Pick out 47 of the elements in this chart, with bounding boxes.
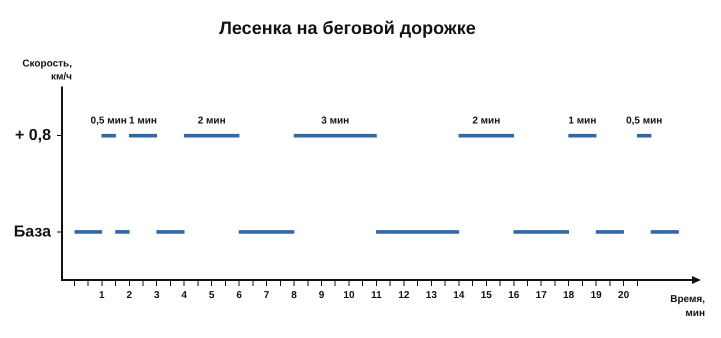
annotation: 3 мин [321, 115, 350, 126]
annotation: 1 мин [568, 115, 596, 126]
bar [376, 230, 460, 234]
x-tick-label: 14 [453, 290, 465, 301]
bar [184, 134, 240, 138]
x-tick-label: 8 [291, 290, 298, 301]
x-tick-label: 16 [508, 290, 520, 301]
bar [128, 134, 158, 138]
bar [156, 230, 185, 234]
bar [238, 230, 294, 234]
x-tick-label: 2 [126, 290, 132, 301]
annotation: 2 мин [198, 115, 226, 126]
x-tick-label: 20 [618, 290, 630, 301]
annotation: 0,5 мин [626, 115, 662, 126]
x-tick-label: 4 [181, 290, 188, 301]
x-tick-label: 13 [426, 290, 438, 301]
bar [101, 134, 116, 138]
x-tick-label: 15 [480, 290, 492, 301]
x-tick-label: 6 [236, 290, 242, 301]
x-tick-label: 10 [343, 290, 355, 301]
bar [650, 230, 679, 234]
chart-title: Лесенка на беговой дорожке [219, 18, 476, 38]
bar [115, 230, 130, 234]
bar [513, 230, 570, 234]
annotation: 0,5 мин [90, 115, 127, 126]
bar [458, 134, 514, 138]
x-tick-label: 18 [563, 290, 575, 301]
bar [74, 230, 102, 234]
x-axis-title: Время, мин [670, 294, 706, 319]
x-tick-label: 19 [590, 290, 602, 301]
annotation: 1 мин [129, 115, 157, 126]
x-tick-label: 5 [208, 290, 215, 301]
x-tick-label: 7 [264, 290, 270, 301]
x-tick-label: 1 [99, 290, 106, 301]
x-tick-label: 11 [371, 290, 382, 301]
bar [637, 134, 652, 138]
bar [294, 134, 377, 138]
x-tick-label: 9 [318, 290, 325, 301]
x-tick-label: 17 [536, 290, 548, 301]
y-tick-label: + 0,8 [14, 127, 52, 144]
x-tick-label: 3 [154, 290, 160, 301]
bar [568, 134, 596, 138]
y-tick-label: База [14, 223, 52, 240]
x-tick-label: 12 [398, 290, 410, 301]
annotation: 2 мин [472, 115, 500, 126]
bar [596, 230, 624, 234]
y-axis-title: Скорость, км/ч [22, 58, 72, 82]
